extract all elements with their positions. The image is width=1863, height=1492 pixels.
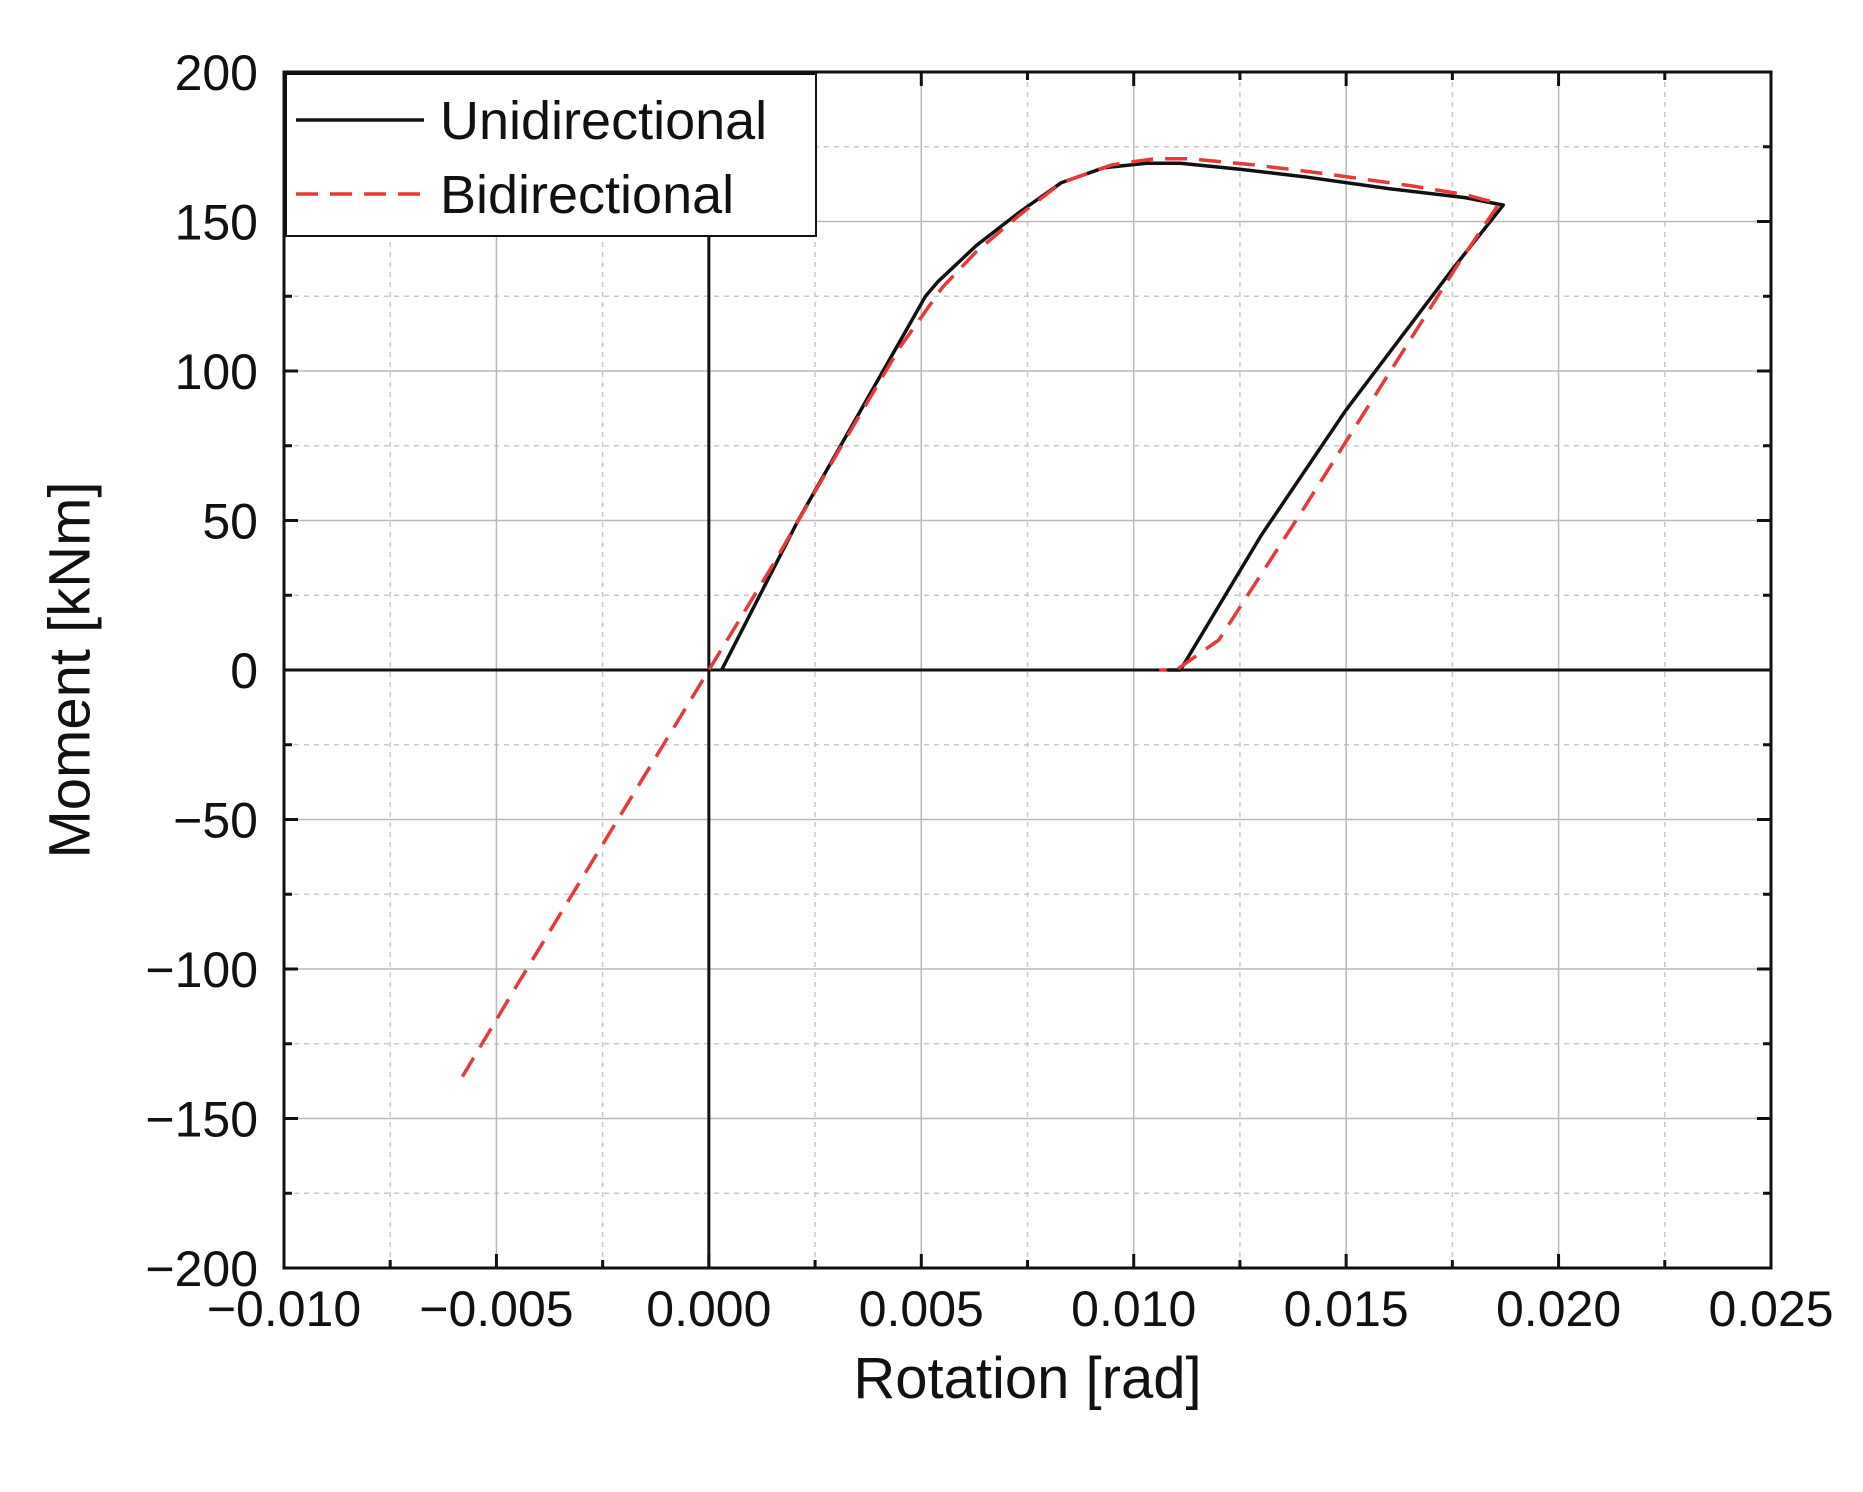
x-axis-title: Rotation [rad]	[853, 1346, 1201, 1411]
x-tick-label: −0.010	[207, 1281, 361, 1337]
y-tick-label: −150	[145, 1092, 258, 1148]
y-tick-label: −200	[145, 1241, 258, 1297]
series-line-unidirectional	[720, 161, 1506, 672]
x-tick-label: 0.020	[1496, 1281, 1621, 1337]
series-layer	[460, 156, 1506, 1078]
series-line-bidirectional	[460, 156, 1501, 1078]
tick-labels: −0.010 −0.005 0.000 0.005 0.010 0.015 0.020 0.0…	[145, 45, 1833, 1337]
y-tick-label: 50	[202, 494, 258, 550]
y-tick-label: 0	[230, 643, 258, 699]
y-tick-label: 100	[175, 344, 258, 400]
y-tick-label: 200	[175, 45, 258, 101]
legend-label-unidirectional: Unidirectional	[440, 91, 767, 151]
zero-lines	[284, 72, 1771, 1268]
x-tick-label: 0.000	[646, 1281, 771, 1337]
x-tick-label: −0.005	[419, 1281, 573, 1337]
y-axis-title: Moment [kNm]	[37, 481, 102, 858]
legend: Unidirectional Bidirectional	[285, 73, 817, 237]
x-tick-label: 0.025	[1708, 1281, 1833, 1337]
y-tick-label: 150	[175, 195, 258, 251]
x-tick-label: 0.010	[1071, 1281, 1196, 1337]
x-tick-label: 0.015	[1284, 1281, 1409, 1337]
y-tick-label: −100	[145, 942, 258, 998]
x-tick-label: 0.005	[859, 1281, 984, 1337]
legend-label-bidirectional: Bidirectional	[440, 165, 734, 225]
y-tick-label: −50	[173, 793, 258, 849]
legend-box	[285, 73, 817, 237]
